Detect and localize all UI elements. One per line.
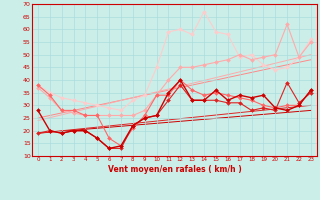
X-axis label: Vent moyen/en rafales ( km/h ): Vent moyen/en rafales ( km/h ) <box>108 165 241 174</box>
